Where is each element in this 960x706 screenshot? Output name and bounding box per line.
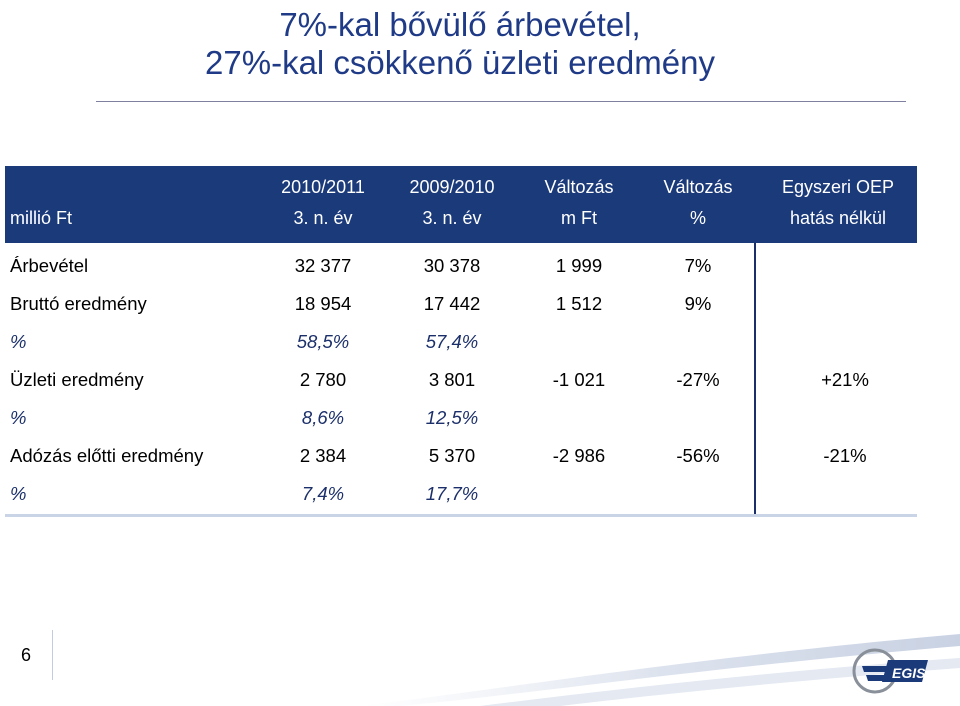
cell-previous: 3 801 [428,369,476,390]
cell-current: 32 377 [294,255,352,276]
cell-change-mft: -1 021 [552,369,606,390]
table-row: Bruttó eredmény 18 954 17 442 1 512 9% [5,285,917,323]
footer-swoosh-decoration [360,634,960,706]
cell-previous: 17 442 [423,293,481,314]
cell-change-pct: 7% [684,255,712,276]
cell-oep: -21% [823,445,867,466]
row-label: Árbevétel [10,255,89,276]
row-label: Bruttó eredmény [10,293,147,314]
cell-change-pct: -56% [676,445,720,466]
col-header-3-line1: Változás [544,177,614,197]
table-row-percent: % 8,6% 12,5% [5,399,917,437]
cell-previous: 5 370 [428,445,476,466]
table-row: Árbevétel 32 377 30 378 1 999 7% [5,247,917,285]
slide-title: 7%-kal bővülő árbevétel, 27%-kal csökken… [0,6,920,82]
row-label: Üzleti eredmény [10,369,144,390]
page-number: 6 [0,630,53,680]
table-header: millió Ft 2010/2011 3. n. év 2009/2010 3… [5,166,917,243]
table-bottom-rule [5,514,917,517]
oep-column-divider [754,243,756,515]
cell-current: 18 954 [294,293,352,314]
cell-previous: 17,7% [425,483,479,504]
col-header-4-line2: % [689,208,706,228]
cell-current: 2 384 [299,445,347,466]
cell-previous: 57,4% [425,331,479,352]
table-row-percent: % 58,5% 57,4% [5,323,917,361]
egis-logo-icon: EGIS [852,648,928,694]
col-header-2-line2: 3. n. év [422,208,482,228]
cell-current: 58,5% [296,331,350,352]
table-body: Árbevétel 32 377 30 378 1 999 7% Bruttó … [5,243,917,515]
svg-text:EGIS: EGIS [892,665,926,681]
title-line-1: 7%-kal bővülő árbevétel, [279,6,641,43]
financial-table: millió Ft 2010/2011 3. n. év 2009/2010 3… [5,166,917,517]
row-label: % [10,483,27,504]
cell-previous: 30 378 [423,255,481,276]
cell-change-mft: 1 999 [555,255,603,276]
col-header-1-line1: 2010/2011 [281,177,365,197]
col-header-5-line1: Egyszeri OEP [781,177,895,197]
cell-oep: +21% [821,369,869,390]
table-row-percent: % 7,4% 17,7% [5,475,917,513]
col-header-5-line2: hatás nélkül [789,208,887,228]
row-label: Adózás előtti eredmény [10,445,204,466]
cell-current: 2 780 [299,369,347,390]
title-divider [96,101,906,102]
table-row: Adózás előtti eredmény 2 384 5 370 -2 98… [5,437,917,475]
col-header-2-line1: 2009/2010 [409,177,495,197]
cell-change-mft: -2 986 [552,445,606,466]
cell-change-pct: -27% [676,369,720,390]
cell-current: 8,6% [301,407,345,428]
row-label-header: millió Ft [10,208,72,228]
row-label: % [10,407,27,428]
col-header-4-line1: Változás [663,177,733,197]
col-header-1-line2: 3. n. év [293,208,353,228]
cell-change-pct: 9% [684,293,712,314]
col-header-3-line2: m Ft [561,208,597,228]
cell-change-mft: 1 512 [555,293,603,314]
table-row: Üzleti eredmény 2 780 3 801 -1 021 -27% … [5,361,917,399]
row-label: % [10,331,27,352]
title-line-2: 27%-kal csökkenő üzleti eredmény [205,44,715,81]
cell-previous: 12,5% [425,407,479,428]
cell-current: 7,4% [301,483,345,504]
